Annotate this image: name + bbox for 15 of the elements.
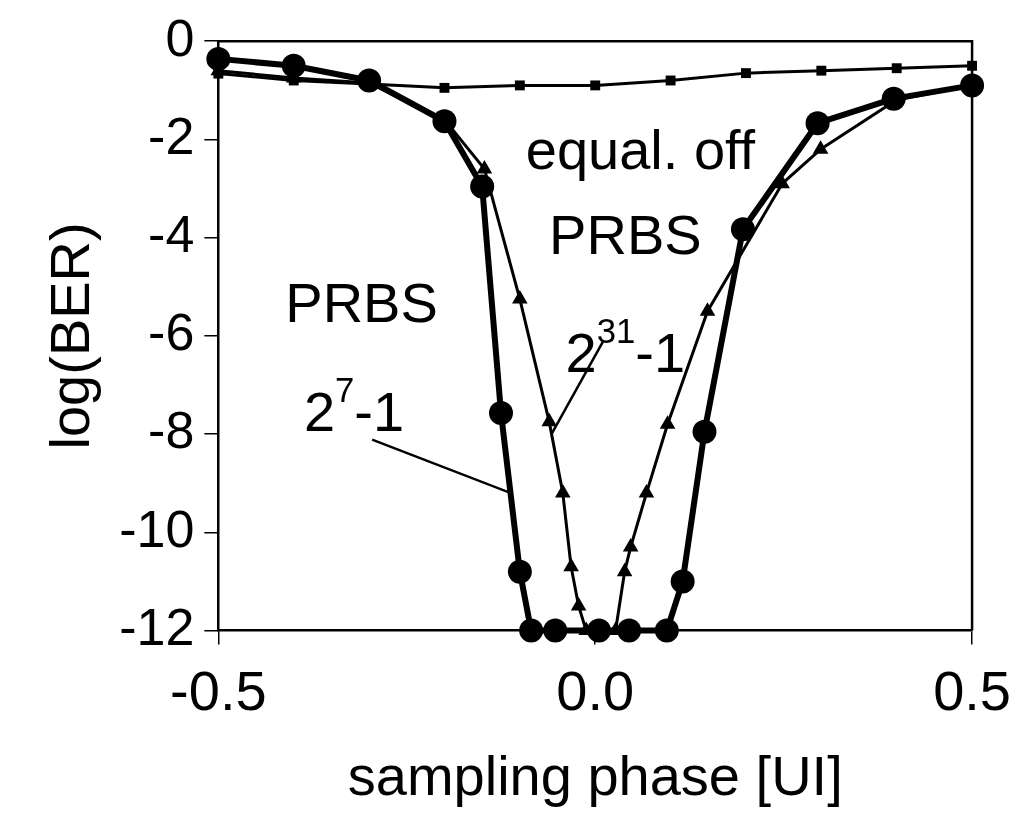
annotation: equal. off	[525, 117, 756, 181]
x-tick-label: -0.5	[170, 658, 267, 722]
annotation: PRBS	[549, 203, 702, 267]
y-tick-label: -8	[148, 401, 195, 460]
y-tick-label: -12	[119, 597, 195, 656]
annotation: PRBS	[285, 270, 438, 334]
y-tick-label: -6	[148, 303, 195, 362]
y-tick-label: -4	[148, 205, 195, 264]
x-tick-label: 0.5	[933, 658, 1012, 722]
y-axis-title: log(BER)	[38, 222, 102, 450]
y-tick-label: -10	[119, 499, 195, 558]
y-tick-label: 0	[165, 8, 195, 67]
x-axis-title: sampling phase [UI]	[347, 743, 843, 807]
y-tick-label: -2	[148, 106, 195, 165]
x-tick-label: 0.0	[556, 658, 635, 722]
